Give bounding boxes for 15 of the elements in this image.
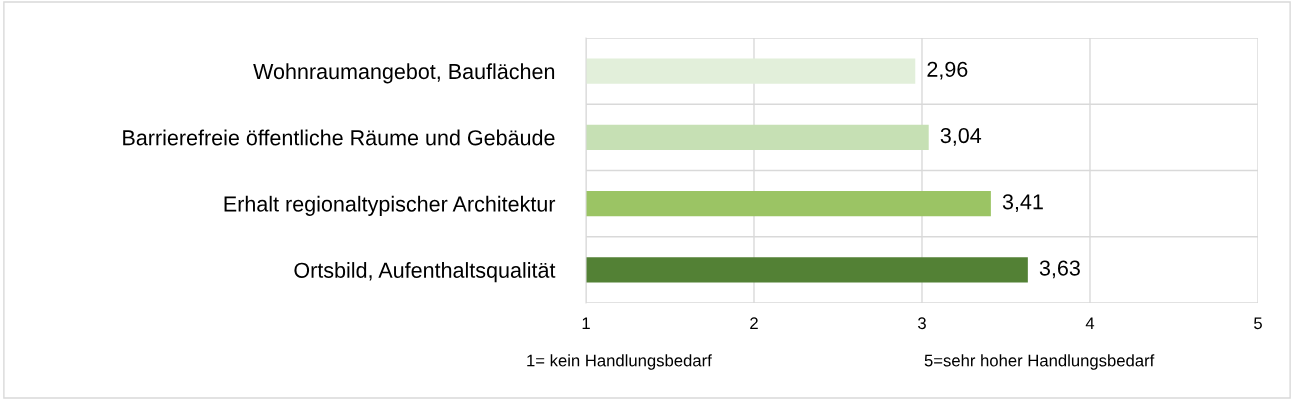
x-tick-label: 1 [582,317,590,329]
x-tick-label: 3 [918,317,926,330]
data-label: 3,04 [940,127,982,146]
y-tick-label: Erhalt regionaltypischer Architektur [224,195,556,216]
y-tick-label: Wohnraumangebot, Bauflächen [253,63,555,84]
text: 5=sehr hoher Handlungsbedarf [924,354,1155,370]
data-label: 3,63 [1039,260,1080,279]
x-tick-label: 5 [1254,317,1262,330]
y-tick-label: Ortsbild, Aufenthaltsqualität [294,262,556,283]
x-tick-label: 2 [750,317,758,329]
data-label: 3,41 [1002,194,1043,212]
y-tick-label: Barrierefreie öffentliche Räume und Gebäude [123,129,555,146]
x-tick-label: 4 [1085,317,1095,329]
data-label: 2,96 [927,61,968,80]
text: 1= kein Handlungsbedarf [527,354,712,370]
